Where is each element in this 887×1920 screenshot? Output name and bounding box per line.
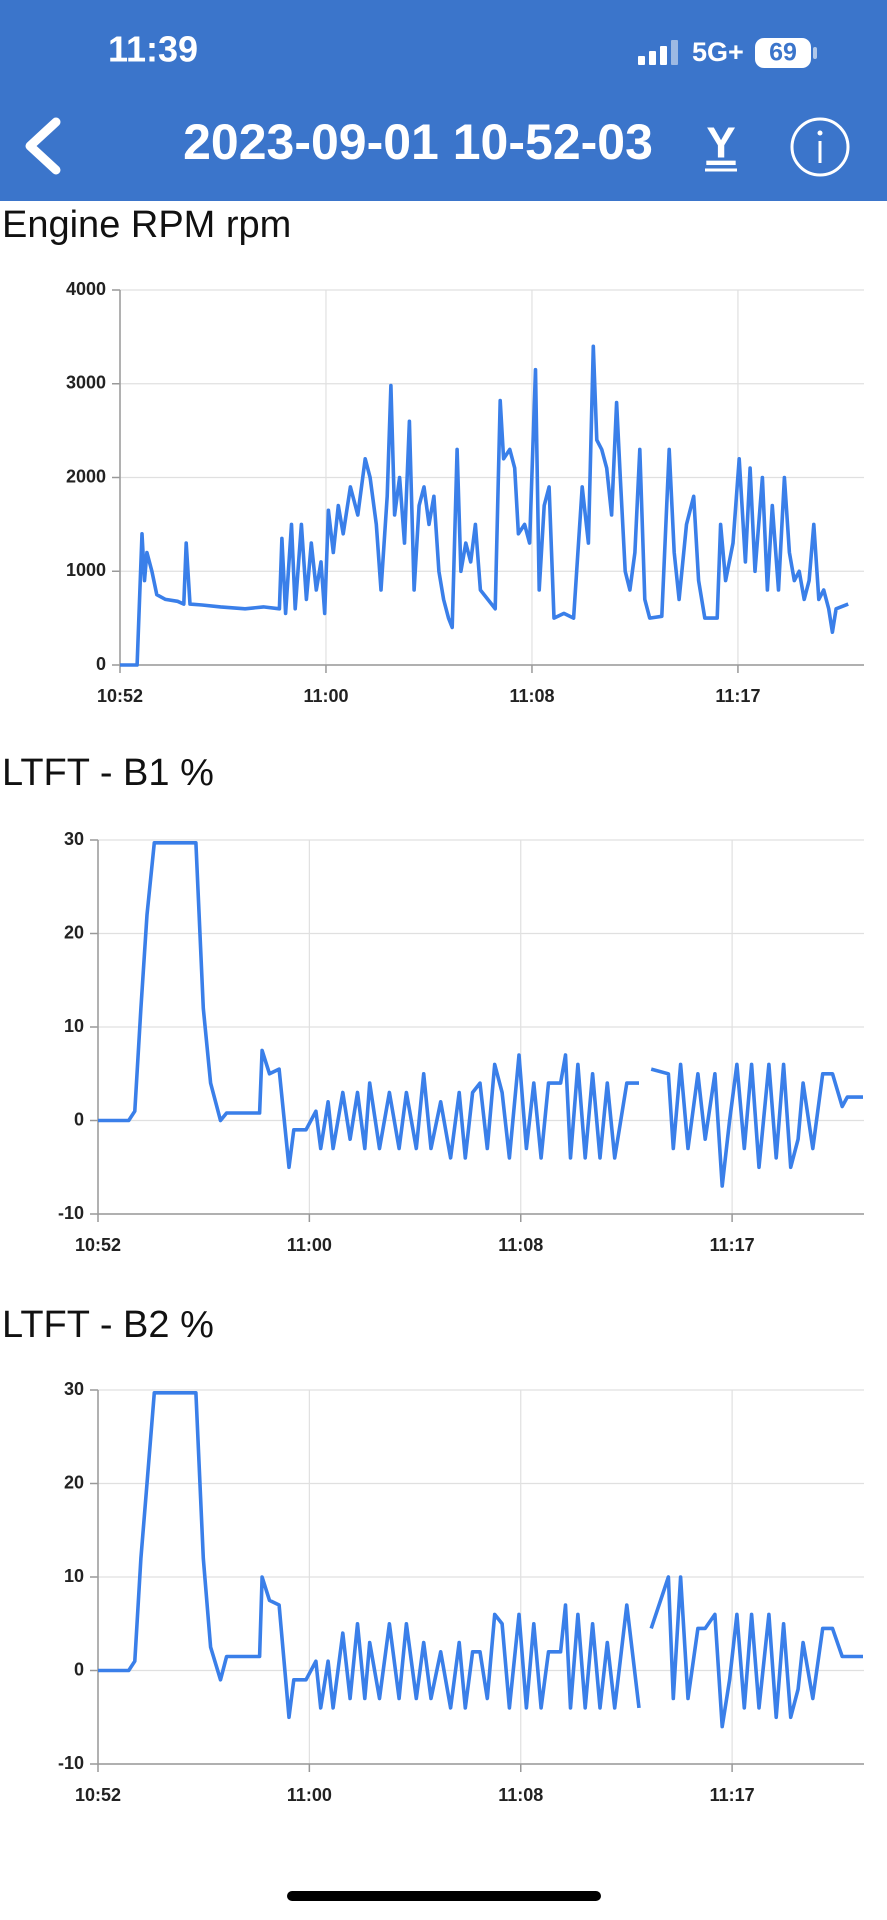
data-line [98,1391,863,1729]
x-tick-label: 11:00 [287,1785,332,1805]
x-tick-label: 11:17 [710,1785,755,1805]
signal-icon [638,40,678,65]
app-bar [0,0,887,201]
y-tick-label: 30 [64,829,84,849]
home-indicator [287,1891,601,1901]
y-tick-label: 20 [64,922,84,942]
x-tick-label: 11:17 [715,686,760,706]
y-tick-label: 0 [74,1109,84,1129]
y-tick-label: 0 [96,654,106,674]
battery-icon [755,38,811,68]
y-tick-label: 30 [64,1379,84,1399]
chart-title: LTFT - B2 % [2,1304,214,1346]
chart-title: Engine RPM rpm [2,204,291,246]
y-tick-label: 4000 [66,279,106,299]
x-tick-label: 11:17 [710,1235,755,1255]
x-tick-label: 11:08 [498,1235,543,1255]
battery-tip [813,47,817,59]
x-tick-label: 11:08 [498,1785,543,1805]
y-tick-label: 3000 [66,373,106,393]
x-tick-label: 11:00 [303,686,348,706]
y-tick-label: -10 [58,1753,84,1773]
battery-level: 69 [769,39,797,67]
y-tick-label: 10 [64,1016,84,1036]
x-tick-label: 11:08 [509,686,554,706]
info-button[interactable] [790,117,850,177]
data-line [98,841,863,1188]
data-line [120,344,849,667]
y-tick-label: 2000 [66,466,106,486]
page-title: 2023-09-01 10-52-03 [183,114,653,170]
x-tick-label: 11:00 [287,1235,332,1255]
y-tick-label: 0 [74,1659,84,1679]
x-tick-label: 10:52 [97,686,143,706]
network-label: 5G+ [692,37,744,67]
back-button[interactable] [25,117,61,175]
chart-title: LTFT - B1 % [2,752,214,794]
x-tick-label: 10:52 [75,1235,121,1255]
y-tick-label: -10 [58,1203,84,1223]
y-tick-label: 10 [64,1566,84,1586]
axis-toggle[interactable]: Y [706,119,735,168]
status-time: 11:39 [108,29,198,70]
x-tick-label: 10:52 [75,1785,121,1805]
y-tick-label: 20 [64,1472,84,1492]
y-tick-label: 1000 [66,560,106,580]
